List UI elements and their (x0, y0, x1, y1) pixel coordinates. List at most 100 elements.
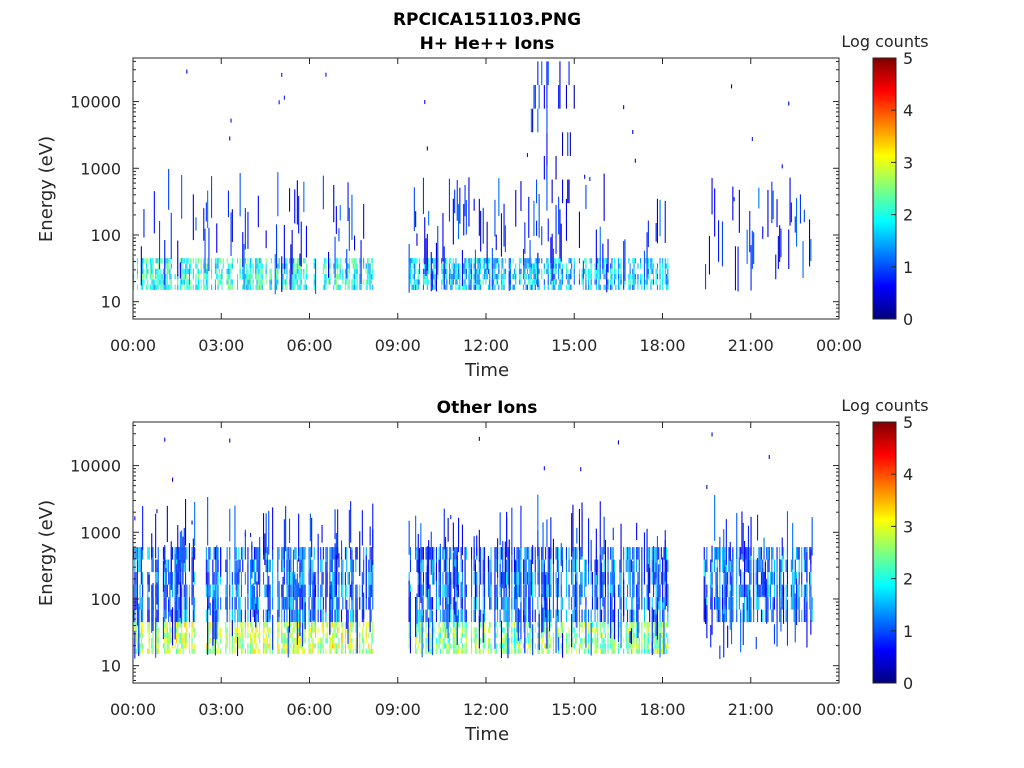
spectrogram-cell (354, 258, 356, 264)
spectrogram-cell (283, 632, 285, 639)
spectrogram-cell (525, 559, 527, 573)
spectrogram-cell (632, 561, 634, 599)
spectrogram-cell (528, 274, 530, 280)
spectrogram-cell (776, 547, 778, 560)
spectrogram-cell (367, 284, 369, 290)
spectrogram-cell (528, 584, 530, 599)
spectrogram-cell (753, 572, 755, 585)
spectrogram-cell (309, 569, 311, 586)
spectrogram-cell (614, 268, 616, 275)
spectrogram-cell (196, 284, 198, 290)
spectrogram-cell (322, 597, 324, 610)
spectrogram-cell (432, 572, 434, 585)
spectrogram-cell (244, 208, 246, 250)
spectrogram-cell (350, 609, 352, 623)
spectrogram-cell (248, 279, 250, 285)
spectrogram-cell (560, 572, 562, 585)
colorbar-tick-label: 3 (903, 153, 913, 172)
spectrogram-cell (352, 584, 354, 598)
spectrogram-cell (309, 643, 311, 649)
spectrogram-cell (138, 559, 140, 573)
spectrogram-cell (205, 547, 207, 560)
spectrogram-cell (311, 609, 313, 623)
spectrogram-cell (482, 274, 484, 280)
spectrogram-cell (289, 597, 291, 610)
spectrogram-cell (597, 632, 599, 639)
colorbar-gradient (872, 421, 897, 684)
spectrogram-cell (372, 274, 374, 280)
spectrogram-cell (451, 263, 453, 269)
spectrogram-cell (443, 627, 445, 633)
spectrogram-cell (468, 258, 470, 264)
spectrogram-cell (640, 263, 642, 269)
spectrogram-cell (506, 559, 508, 573)
spectrogram-cell (419, 622, 421, 628)
spectrogram-cell (500, 274, 502, 280)
spectrogram-cell (247, 284, 249, 290)
spectrogram-cell (597, 638, 599, 644)
spectrogram-cell (295, 622, 297, 628)
spectrogram-cell (588, 518, 590, 564)
spectrogram-cell (335, 622, 337, 628)
spectrogram-cell (489, 622, 491, 628)
spectrogram-cell (415, 268, 417, 275)
spectrogram-cell (182, 643, 184, 649)
spectrogram-cell (643, 284, 645, 290)
spectrogram-cell (217, 258, 219, 264)
spectrogram-cell (558, 85, 560, 109)
spectrogram-cell (663, 608, 665, 655)
spectrogram-cell (549, 572, 551, 585)
spectrogram-cell (247, 632, 249, 639)
spectrogram-cell (500, 620, 502, 659)
spectrogram-cell (494, 268, 496, 275)
spectrogram-cell (192, 274, 194, 280)
spectrogram-cell (356, 274, 358, 280)
spectrogram-cell (588, 274, 590, 280)
spectrogram-cell (494, 610, 496, 649)
spectrogram-cell (584, 638, 586, 644)
spectrogram-cell (480, 547, 482, 560)
spectrogram-cell (162, 547, 164, 560)
spectrogram-cell (736, 597, 738, 610)
spectrogram-cell (134, 584, 136, 598)
spectrogram-cell (588, 622, 590, 628)
spectrogram-cell (541, 638, 543, 644)
spectrogram-cell (779, 225, 781, 262)
spectrogram-cell (286, 572, 288, 585)
spectrogram-cell (758, 547, 760, 560)
spectrogram-cell (448, 638, 450, 644)
spectrogram-cell (575, 609, 577, 623)
spectrogram-cell (656, 584, 658, 598)
spectrogram-cell (792, 597, 794, 610)
spectrogram-cell (289, 274, 291, 280)
spectrogram-cell (341, 643, 343, 649)
spectrogram-cell (231, 263, 233, 269)
spectrogram-cell (252, 268, 254, 275)
spectrogram-cell (348, 584, 350, 598)
spectrogram-cell (464, 597, 466, 610)
spectrogram-cell (277, 643, 279, 649)
spectrogram-cell (478, 284, 480, 290)
spectrogram-cell (532, 268, 534, 275)
spectrogram-cell (259, 638, 261, 644)
spectrogram-cell (229, 572, 231, 585)
spectrogram-cell (250, 274, 252, 280)
spectrogram-cell (513, 274, 515, 280)
spectrogram-cell (461, 632, 463, 639)
spectrogram-cell (525, 258, 527, 264)
spectrogram-cell (508, 643, 510, 649)
spectrogram-cell (329, 632, 331, 639)
spectrogram-cell (350, 643, 352, 649)
spectrogram-cell (369, 279, 371, 285)
spectrogram-cell (191, 638, 193, 644)
spectrogram-cell (443, 643, 445, 649)
spectrogram-cell (455, 263, 457, 269)
spectrogram-cell (450, 515, 452, 520)
spectrogram-cell (584, 648, 586, 654)
spectrogram-cell (465, 627, 467, 633)
spectrogram-cell (183, 632, 185, 639)
spectrogram-cell (452, 648, 454, 654)
spectrogram-cell (315, 622, 317, 628)
spectrogram-cell (337, 609, 339, 623)
spectrogram-cell (368, 263, 370, 269)
